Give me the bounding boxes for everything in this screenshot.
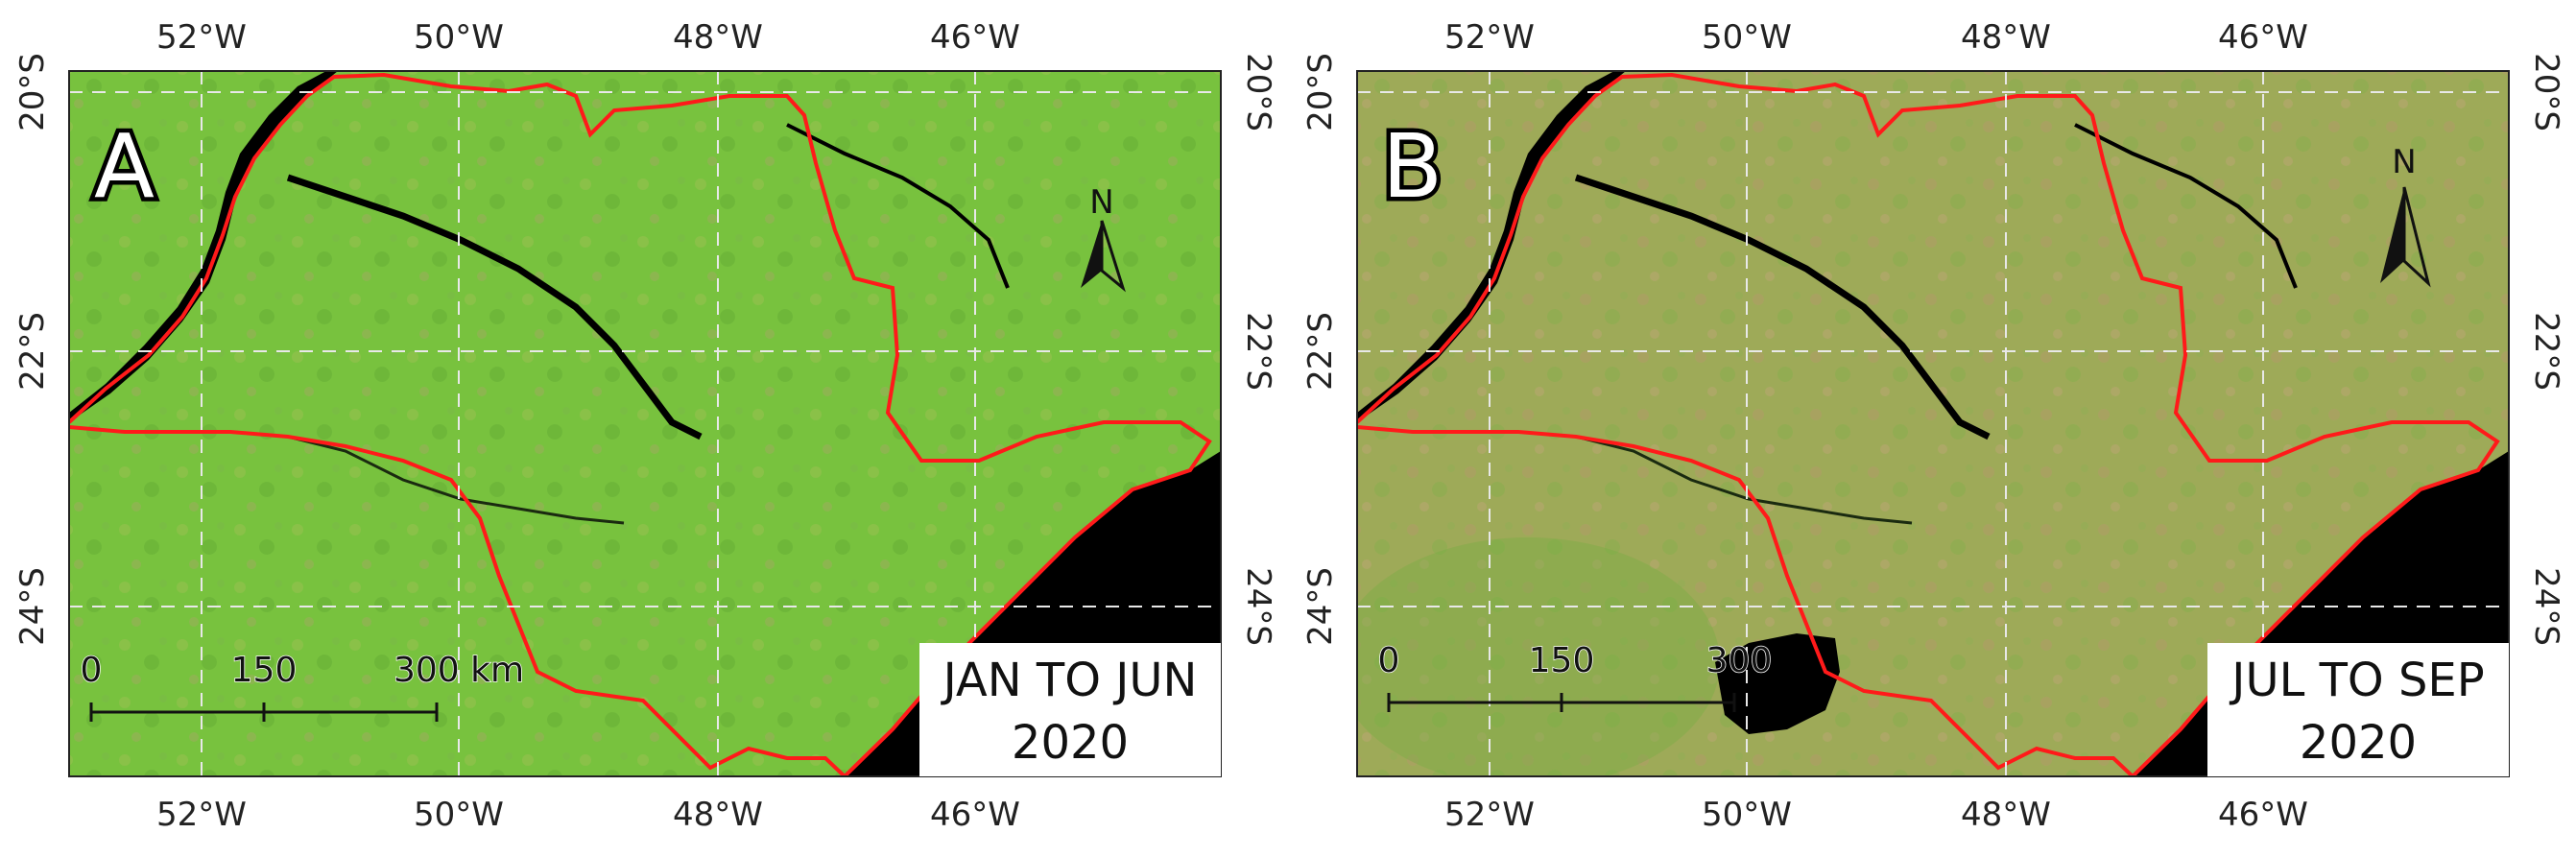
green-zone-b [1357,537,1720,776]
lon-label-bottom-50w-b: 50°W [1702,796,1792,834]
lat-label-right-22s: 22°S [1239,312,1277,391]
grande-river-a [786,123,1010,289]
map-panel-b: 52°W 50°W 48°W 46°W 52°W 50°W 48°W 46°W … [1288,0,2576,853]
lat-label-left-22s: 22°S [13,312,52,391]
lon-label-top-52w: 52°W [156,18,247,57]
scale-bar-b: 0 150 300 [1377,640,1773,712]
scale-label-0-b: 0 [1378,641,1400,680]
paranapanema-river-a [287,435,625,525]
grande-river-b [2074,123,2298,289]
scale-label-300-b: 300 [1706,641,1773,680]
scale-label-150-b: 150 [1529,641,1595,680]
period-line2-b: 2020 [2300,716,2417,770]
lon-label-bottom-50w: 50°W [414,796,504,834]
map-frame-a [68,70,1222,777]
north-label: N [1089,183,1113,222]
lon-label-bottom-46w-b: 46°W [2218,796,2308,834]
tiete-river-b [1574,174,1991,440]
scale-label-300: 300 km [394,651,524,690]
lat-label-right-22s-b: 22°S [2527,312,2565,391]
period-line1-a: JAN TO JUN [941,654,1198,707]
lat-label-right-20s: 20°S [1239,53,1277,131]
lat-label-right-20s-b: 20°S [2527,53,2565,131]
lon-label-top-46w-b: 46°W [2218,18,2308,57]
period-line1-b: JUL TO SEP [2229,654,2484,707]
map-svg-b: 52°W 50°W 48°W 46°W 52°W 50°W 48°W 46°W … [1301,18,2565,834]
lat-label-right-24s: 24°S [1239,567,1277,646]
lon-label-bottom-48w: 48°W [673,796,763,834]
lon-label-top-50w: 50°W [414,18,504,57]
lat-label-left-24s-b: 24°S [1301,567,1340,646]
north-arrow-icon-b: N [2380,143,2431,288]
lat-label-left-20s: 20°S [13,53,52,131]
lon-label-bottom-52w-b: 52°W [1444,796,1535,834]
lon-label-bottom-52w: 52°W [156,796,247,834]
lon-label-top-52w-b: 52°W [1444,18,1535,57]
period-box-b: JUL TO SEP 2020 [2207,643,2509,776]
period-box-a: JAN TO JUN 2020 [919,643,1221,776]
state-boundary-b [1357,72,2500,776]
scale-bar-a: 0 150 300 km [80,650,525,722]
north-label-b: N [2392,143,2416,181]
lon-label-top-46w: 46°W [930,18,1020,57]
graticule-a [69,71,1221,776]
state-boundary-a [69,72,1212,776]
north-arrow-icon: N [1081,183,1126,293]
lat-label-left-20s-b: 20°S [1301,53,1340,131]
lon-label-top-48w: 48°W [673,18,763,57]
lon-label-top-50w-b: 50°W [1702,18,1792,57]
scale-label-0: 0 [81,651,103,690]
panel-letter-b: B [1382,115,1443,218]
lon-label-bottom-46w: 46°W [930,796,1020,834]
lat-label-left-22s-b: 22°S [1301,312,1340,391]
lon-label-top-48w-b: 48°W [1961,18,2051,57]
scale-label-150: 150 [231,651,298,690]
tiete-river-a [286,174,703,440]
paranapanema-river-b [1575,435,1913,525]
map-frame-b [1356,70,2510,777]
lat-label-right-24s-b: 24°S [2527,567,2565,646]
lon-label-bottom-48w-b: 48°W [1961,796,2051,834]
map-panel-a: 52°W 50°W 48°W 46°W 52°W 50°W 48°W 46°W … [0,0,1288,853]
lat-label-left-24s: 24°S [13,567,52,646]
map-svg-a: 52°W 50°W 48°W 46°W 52°W 50°W 48°W 46°W … [13,18,1277,834]
period-line2-a: 2020 [1012,716,1129,770]
panel-letter-a: A [94,115,155,218]
